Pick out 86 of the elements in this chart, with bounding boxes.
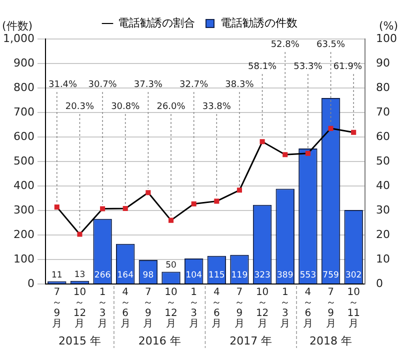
y2-tick-label: 50 [376, 154, 390, 168]
legend-label: 電話勧誘の件数 [220, 16, 298, 30]
x-tick-label: 1～3月 [98, 286, 108, 330]
y-axis-title: (件数) [2, 19, 33, 32]
point [282, 152, 288, 158]
point [100, 206, 106, 212]
x-tick-label: 1～3月 [280, 286, 290, 330]
y-tick-label: 1,000 [2, 32, 34, 45]
x-tick-label: 4～6月 [302, 286, 313, 330]
y2-tick-label: 20 [376, 228, 390, 241]
data-label: 50 [166, 260, 176, 271]
point [260, 139, 265, 144]
y2-tick-label: 10 [376, 252, 390, 266]
x-tick-label: 7～9月 [326, 286, 336, 330]
point [351, 130, 356, 135]
point [54, 204, 60, 210]
data-label: 53.3% [294, 62, 323, 72]
y2-tick-label: 40 [376, 178, 390, 192]
text: 2017 年 [230, 334, 272, 348]
data-label: 164 [117, 270, 134, 280]
x-tick-label: 10～12月 [164, 286, 178, 330]
y2-tick-label: 80 [376, 80, 390, 94]
y-tick-label: 900 [13, 56, 34, 70]
data-label: 115 [208, 270, 225, 280]
data-label: 52.8% [270, 40, 300, 50]
y-tick-label: 700 [13, 105, 34, 118]
data-label: 61.9% [333, 62, 362, 72]
y-tick-label: 500 [13, 154, 34, 168]
y2-tick-label: 70 [376, 105, 390, 118]
data-label: 389 [277, 270, 294, 280]
data-label: 553 [300, 270, 316, 280]
point [328, 126, 334, 131]
x-tick-label: 7～9月 [234, 286, 244, 330]
point [168, 218, 174, 223]
x-tick-label: 10～12月 [73, 286, 86, 330]
point [214, 198, 220, 204]
data-label: 31.4% [48, 80, 78, 90]
data-label: 13 [74, 270, 86, 280]
text: 2018 年 [310, 334, 352, 348]
y-tick-label: 800 [13, 80, 34, 94]
x-tick-label: 1～3月 [188, 286, 199, 330]
data-label: 63.5% [316, 40, 346, 50]
legend-label: 電話勧誘の割合 [118, 16, 195, 30]
x-tick-label: 4～6月 [120, 286, 130, 330]
text: 2016 年 [138, 334, 181, 348]
point [236, 188, 242, 193]
y2-tick-label: 100 [376, 32, 398, 45]
data-label: 759 [322, 270, 339, 280]
x-tick-label: 10～11月 [347, 286, 360, 330]
y2-tick-label: 0 [376, 276, 384, 290]
data-label: 38.3% [225, 80, 254, 90]
data-label: 58.1% [248, 62, 278, 72]
data-label: 119 [231, 270, 248, 280]
text: 2015 年 [58, 334, 101, 348]
x-tick-label: 7～9月 [143, 286, 154, 330]
data-label: 33.8% [202, 102, 232, 112]
data-label: 11 [51, 270, 62, 280]
y2-tick-label: 90 [376, 56, 390, 70]
x-tick-label: 7～9月 [52, 286, 62, 330]
y2-axis-title: (%) [378, 19, 398, 32]
data-label: 323 [254, 270, 270, 280]
point [122, 206, 128, 212]
data-label: 32.7% [180, 80, 209, 90]
data-label: 98 [142, 270, 154, 280]
y-tick-label: 600 [13, 130, 34, 143]
data-label: 20.3% [65, 102, 94, 112]
y2-tick-label: 30 [376, 203, 390, 216]
point [191, 201, 196, 206]
point [77, 232, 82, 237]
y-tick-label: 0 [27, 276, 34, 290]
data-label: 30.7% [88, 80, 118, 90]
y-tick-label: 200 [13, 228, 34, 241]
point [305, 150, 310, 156]
y-tick-label: 300 [13, 203, 34, 216]
y-tick-label: 100 [13, 252, 34, 266]
x-tick-label: 10～12月 [256, 286, 269, 330]
data-label: 266 [94, 270, 111, 280]
point [146, 190, 151, 196]
data-label: 37.3% [134, 80, 163, 90]
data-label: 104 [186, 270, 202, 280]
y-tick-label: 400 [13, 178, 34, 192]
data-label: 302 [345, 270, 362, 280]
data-label: 30.8% [111, 102, 140, 112]
x-tick-label: 4～6月 [212, 286, 222, 330]
data-label: 26.0% [156, 102, 186, 112]
y2-tick-label: 60 [376, 130, 390, 143]
